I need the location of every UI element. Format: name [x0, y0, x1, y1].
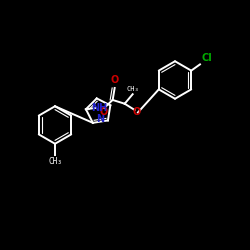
Text: O: O: [99, 107, 107, 117]
Text: Cl: Cl: [202, 53, 212, 63]
Text: O: O: [110, 75, 118, 85]
Text: CH₃: CH₃: [126, 86, 139, 92]
Text: N: N: [96, 114, 104, 124]
Text: O: O: [132, 107, 141, 117]
Text: CH₃: CH₃: [48, 157, 62, 166]
Text: NH: NH: [92, 103, 108, 113]
